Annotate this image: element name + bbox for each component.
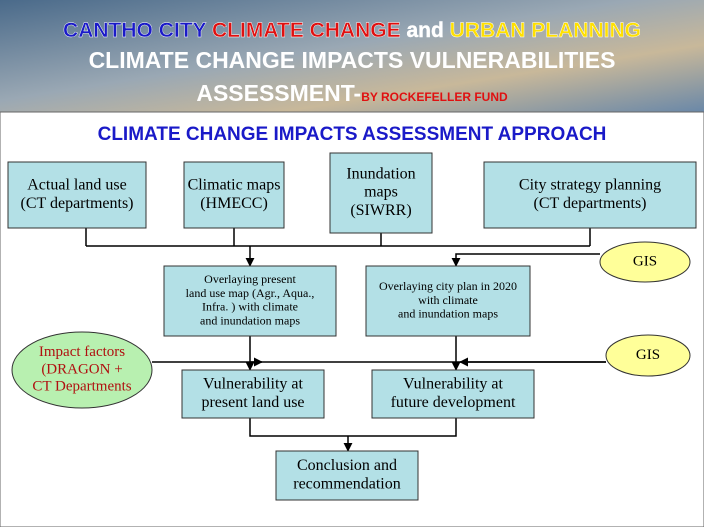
header-line1: CANTHO CITY CLIMATE CHANGE and URBAN PLA… bbox=[63, 19, 641, 42]
node-label: (DRAGON + bbox=[41, 361, 122, 377]
node-box bbox=[483, 161, 697, 229]
header-line2: CLIMATE CHANGE IMPACTS VULNERABILITIES bbox=[89, 47, 616, 73]
node-box bbox=[181, 369, 325, 419]
subtitle: CLIMATE CHANGE IMPACTS ASSESSMENT APPROA… bbox=[98, 124, 607, 145]
node-label: GIS bbox=[636, 347, 660, 363]
node-label: (HMECC) bbox=[200, 195, 268, 212]
header-line3: ASSESSMENT-BY ROCKEFELLER FUND bbox=[196, 80, 508, 106]
node-label: (CT departments) bbox=[20, 195, 133, 212]
node-label: (SIWRR) bbox=[350, 202, 411, 219]
node-box bbox=[371, 369, 535, 419]
node-label: Vulnerability at bbox=[403, 375, 503, 392]
node-label: and inundation maps bbox=[398, 307, 498, 321]
node-label: present land use bbox=[201, 394, 304, 411]
node-label: Inundation bbox=[346, 165, 415, 182]
node-label: Impact factors bbox=[39, 344, 125, 360]
node-label: recommendation bbox=[293, 475, 401, 492]
node-label: Infra. ) with climate bbox=[202, 300, 298, 314]
node-box bbox=[7, 161, 147, 229]
node-label: with climate bbox=[418, 293, 478, 307]
node-label: GIS bbox=[633, 253, 657, 269]
node-label: Overlaying city plan in 2020 bbox=[379, 279, 517, 293]
node-label: Overlaying present bbox=[204, 272, 296, 286]
node-label: Actual land use bbox=[27, 176, 127, 193]
node-label: future development bbox=[391, 394, 516, 411]
node-box bbox=[275, 450, 419, 501]
node-ellipse bbox=[599, 241, 691, 283]
node-label: land use map (Agr., Aqua., bbox=[186, 286, 315, 300]
node-ellipse bbox=[605, 334, 691, 377]
node-box bbox=[329, 152, 433, 234]
node-label: CT Departments bbox=[32, 379, 131, 395]
node-label: Conclusion and bbox=[297, 457, 397, 474]
node-label: maps bbox=[364, 184, 398, 201]
node-label: (CT departments) bbox=[533, 195, 646, 212]
header-bg bbox=[0, 0, 704, 112]
node-label: City strategy planning bbox=[519, 176, 661, 193]
node-label: and inundation maps bbox=[200, 313, 300, 327]
node-box bbox=[183, 161, 285, 229]
connectors bbox=[85, 228, 606, 452]
node-label: Vulnerability at bbox=[203, 375, 303, 392]
node-box bbox=[163, 265, 337, 337]
node-box bbox=[365, 265, 531, 337]
node-ellipse bbox=[11, 331, 153, 409]
node-label: Climatic maps bbox=[188, 176, 281, 193]
